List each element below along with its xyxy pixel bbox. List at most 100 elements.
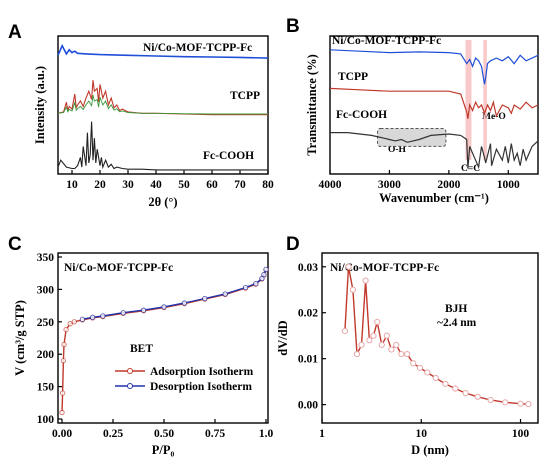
chart-d-point (341, 328, 348, 335)
chart-d-point (383, 332, 390, 339)
chart-d-xtick-label: 1 (319, 428, 325, 440)
legend-desorption-label: Desorption Isotherm (150, 381, 252, 393)
chart-c-xtick-label: 0.00 (52, 428, 72, 440)
chart-d-point (424, 369, 431, 376)
chart-a-xtick-label: 10 (66, 179, 78, 191)
chart-b-highlight-band (465, 40, 472, 160)
chart-c-legend: Adsorption Isotherm Desorption Isotherm (115, 366, 254, 393)
chart-a-xlabel: 2θ (°) (148, 195, 177, 209)
chart-d-annotation-bjh: BJH (445, 303, 467, 315)
chart-c-point (161, 304, 167, 310)
chart-b-annotation-oh: O-H (388, 145, 407, 155)
chart-d-point (462, 390, 469, 397)
legend-adsorption-marker (127, 368, 133, 374)
panel-letter-c: C (8, 234, 22, 255)
chart-c-point (59, 409, 65, 416)
chart-a-xtick-label: 30 (122, 179, 134, 191)
chart-c-ytick-label: 300 (37, 284, 55, 296)
chart-d-sample-label: Ni/Co-MOF-TCPP-Fc (330, 262, 439, 274)
chart-c-xtick-label: 0.75 (205, 428, 225, 440)
chart-c-series-1 (82, 269, 267, 320)
chart-c-point (67, 321, 73, 327)
chart-b-series-label-fc: Fc-COOH (336, 109, 387, 121)
chart-d-point (432, 374, 439, 382)
chart-d-point (525, 401, 532, 408)
chart-b-ylabel: Transmittance (%) (305, 54, 319, 155)
chart-c-point (90, 314, 96, 320)
chart-a-xtick-label: 40 (150, 179, 162, 191)
chart-a-frame (57, 35, 269, 175)
chart-c-point (60, 390, 66, 396)
chart-d-point (517, 400, 524, 407)
chart-d-point (487, 396, 494, 404)
panel-letter-b: B (286, 16, 300, 37)
chart-c-point (259, 275, 265, 281)
chart-d-point (416, 364, 424, 371)
chart-c-point (100, 313, 106, 319)
chart-d-ytick-label: 0.03 (298, 262, 318, 274)
chart-d-xtick-label: 10 (416, 428, 428, 440)
chart-d-point (403, 350, 411, 358)
chart-b-xtick-label: 3000 (378, 179, 401, 191)
chart-c-point (261, 271, 267, 278)
chart-d-point (349, 286, 357, 293)
chart-d-point (442, 380, 449, 388)
chart-d-ylabel: dV/dD (276, 320, 290, 355)
chart-c-point (253, 280, 259, 287)
chart-c-ytick-label: 150 (37, 382, 55, 394)
chart-d-xlabel: D (nm) (411, 443, 449, 457)
chart-b-highlight-band (483, 40, 487, 160)
chart-d-point (393, 341, 400, 348)
chart-c-point (243, 284, 249, 291)
chart-b-xtick-label: 2000 (437, 179, 460, 191)
chart-a-xtick-label: 50 (178, 179, 190, 191)
chart-c-point (263, 266, 269, 272)
legend-adsorption-label: Adsorption Isotherm (150, 366, 254, 378)
chart-b-series-label-mof: Ni/Co-MOF-TCPP-Fc (332, 35, 441, 47)
chart-c-xtick-label: 1.0 (259, 428, 274, 440)
chart-d-ytick-label: 0.02 (298, 308, 318, 320)
chart-a-xtick-label: 70 (234, 179, 246, 191)
chart-d-point (345, 263, 352, 270)
chart-d-point (370, 332, 377, 339)
chart-d-ytick-label: 0.00 (298, 400, 318, 412)
chart-b-series-1 (329, 87, 539, 119)
chart-c-ytick-label: 250 (37, 317, 55, 329)
legend-desorption-marker (127, 383, 133, 389)
chart-d-point (353, 350, 361, 358)
chart-d-point (366, 337, 373, 344)
chart-c-method-label: BET (130, 343, 153, 355)
chart-a-series-label-mof: Ni/Co-MOF-TCPP-Fc (143, 42, 252, 54)
chart-d-point (398, 350, 405, 358)
chart-c-point (63, 326, 69, 333)
chart-b-annotation-cc: C=C (461, 164, 480, 174)
chart-c-point (61, 341, 67, 348)
chart-d-frame (321, 252, 539, 424)
chart-a-xtick-label: 20 (94, 179, 106, 191)
chart-c-ytick-label: 100 (37, 414, 55, 426)
chart-a-series-2 (57, 121, 268, 171)
chart-d-xtick-label: 100 (512, 428, 530, 440)
chart-a-ylabel: Intensity (a.u.) (33, 66, 47, 144)
chart-c-ytick-label: 200 (37, 349, 55, 361)
chart-c: V (cm³/g STP) P/P₀ Ni/Co-MOF-TCPP-Fc BET… (13, 252, 273, 457)
chart-b-xtick-label: 1000 (497, 179, 520, 191)
chart-d-annotation-size: ~2.4 nm (437, 317, 477, 329)
chart-a-xtick-label: 60 (206, 179, 218, 191)
chart-c-point (60, 358, 67, 364)
chart-b-oh-box (377, 127, 447, 147)
chart-d-point (358, 341, 365, 348)
chart-a-series-label-tcpp: TCPP (230, 90, 260, 102)
chart-d-point (362, 277, 369, 284)
chart-c-sample-label: Ni/Co-MOF-TCPP-Fc (64, 262, 173, 274)
panel-letter-d: D (286, 234, 300, 255)
chart-c-point (141, 307, 147, 313)
chart-d-point (388, 346, 395, 353)
chart-a-series-label-fc: Fc-COOH (203, 150, 254, 162)
chart-a-tcpp-fit (57, 94, 268, 115)
chart-c-ylabel: V (cm³/g STP) (13, 300, 27, 376)
chart-c-point (222, 291, 228, 297)
chart-c-point (71, 319, 77, 325)
chart-b-series-label-tcpp: TCPP (338, 71, 368, 83)
chart-c-point (181, 300, 187, 306)
